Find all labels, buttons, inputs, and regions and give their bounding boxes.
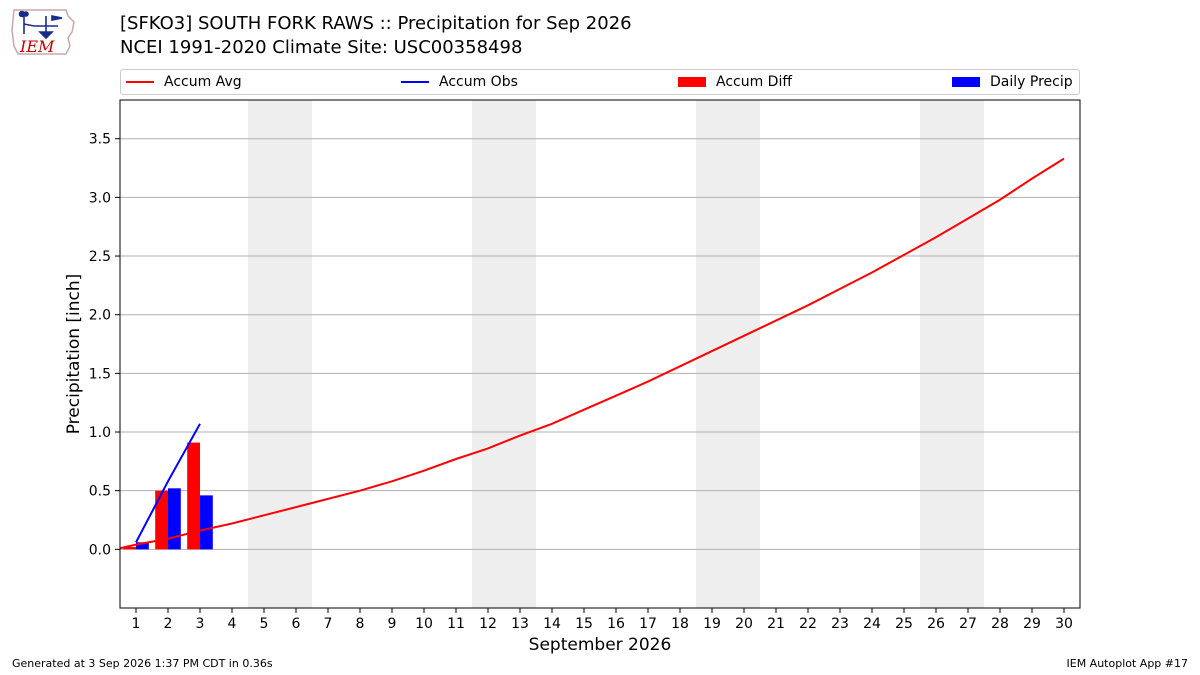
x-tick-label-11: 11: [447, 616, 465, 632]
bar-accum-diff-day-1: [123, 546, 136, 550]
x-tick-label-28: 28: [991, 616, 1009, 632]
weekend-shade-4: [920, 100, 984, 608]
legend-swatch-accum-diff: [678, 77, 706, 87]
x-tick-label-4: 4: [228, 616, 237, 632]
legend-item-daily-precip: Daily Precip: [952, 70, 1073, 94]
x-tick-label-23: 23: [831, 616, 849, 632]
x-tick-label-30: 30: [1055, 616, 1073, 632]
x-tick-label-13: 13: [511, 616, 529, 632]
x-tick-label-9: 9: [388, 616, 397, 632]
weekend-shade-1: [248, 100, 312, 608]
x-tick-label-27: 27: [959, 616, 977, 632]
chart-legend: Accum Avg Accum Obs Accum Diff Daily Pre…: [120, 69, 1080, 95]
x-tick-label-19: 19: [703, 616, 721, 632]
x-tick-label-16: 16: [607, 616, 625, 632]
x-tick-label-29: 29: [1023, 616, 1041, 632]
x-tick-label-1: 1: [132, 616, 141, 632]
y-tick-label-6: 3.0: [89, 190, 111, 206]
legend-swatch-daily-precip: [952, 77, 980, 87]
y-tick-label-7: 3.5: [89, 132, 111, 148]
iowa-state-outline: [11, 9, 75, 55]
y-tick-label-5: 2.5: [89, 249, 111, 265]
chart-title: [SFKO3] SOUTH FORK RAWS :: Precipitation…: [120, 13, 632, 34]
x-tick-label-3: 3: [196, 616, 205, 632]
plot-frame: [119, 99, 1081, 609]
legend-item-accum-obs: Accum Obs: [401, 70, 518, 94]
legend-swatch-accum-obs: [401, 81, 429, 83]
y-tick-label-1: 0.5: [89, 484, 111, 500]
x-tick-label-18: 18: [671, 616, 689, 632]
legend-label-accum-obs: Accum Obs: [439, 74, 518, 90]
chart-subtitle: NCEI 1991-2020 Climate Site: USC00358498: [120, 37, 523, 58]
y-tick-label-0: 0.0: [89, 542, 111, 558]
legend-item-accum-avg: Accum Avg: [126, 70, 242, 94]
x-tick-label-10: 10: [415, 616, 433, 632]
x-tick-label-24: 24: [863, 616, 881, 632]
generated-timestamp: Generated at 3 Sep 2026 1:37 PM CDT in 0…: [12, 657, 273, 670]
x-tick-label-15: 15: [575, 616, 593, 632]
legend-label-daily-precip: Daily Precip: [990, 74, 1073, 90]
x-tick-label-8: 8: [356, 616, 365, 632]
x-tick-label-6: 6: [292, 616, 301, 632]
bar-daily-precip-day-2: [168, 488, 181, 550]
weekend-shade-2: [472, 100, 536, 608]
line-accum-obs: [135, 423, 201, 543]
x-tick-label-7: 7: [324, 616, 333, 632]
x-tick-label-12: 12: [479, 616, 497, 632]
y-tick-label-3: 1.5: [89, 366, 111, 382]
bar-daily-precip-day-3: [200, 495, 213, 550]
legend-label-accum-diff: Accum Diff: [716, 74, 793, 90]
x-tick-label-14: 14: [543, 616, 561, 632]
x-tick-label-26: 26: [927, 616, 945, 632]
x-tick-label-25: 25: [895, 616, 913, 632]
legend-item-accum-diff: Accum Diff: [678, 70, 792, 94]
x-axis-label: September 2026: [529, 635, 672, 655]
x-tick-label-21: 21: [767, 616, 785, 632]
iem-logo: IEM: [11, 9, 75, 56]
iem-logo-text: IEM: [19, 37, 55, 56]
weather-station-icon: [18, 10, 63, 40]
x-tick-label-5: 5: [260, 616, 269, 632]
legend-swatch-accum-avg: [126, 81, 154, 83]
bar-accum-diff-day-2: [155, 490, 168, 550]
y-axis-label: Precipitation [inch]: [64, 274, 84, 435]
x-tick-label-2: 2: [164, 616, 173, 632]
line-accum-avg: [119, 157, 1065, 550]
bar-accum-diff-day-3: [187, 442, 200, 550]
autoplot-app-label: IEM Autoplot App #17: [1066, 657, 1189, 670]
x-tick-label-17: 17: [639, 616, 657, 632]
y-tick-label-4: 2.0: [89, 308, 111, 324]
x-tick-label-22: 22: [799, 616, 817, 632]
legend-label-accum-avg: Accum Avg: [164, 74, 242, 90]
x-tick-label-20: 20: [735, 616, 753, 632]
bar-daily-precip-day-1: [136, 542, 149, 550]
y-tick-label-2: 1.0: [89, 425, 111, 441]
